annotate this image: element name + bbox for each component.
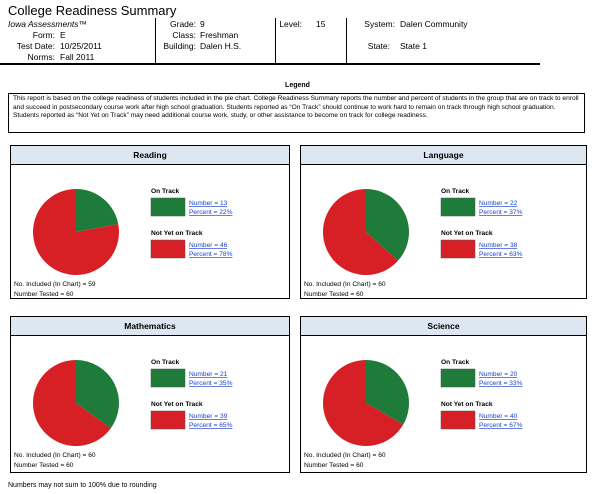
field-label: Norms: (27, 52, 55, 62)
field-label: Form: (32, 30, 55, 40)
field-value: 10/25/2011 (60, 41, 102, 51)
field-label: State: (367, 41, 390, 51)
pie-chart: On Track Number = 21 Percent = 35% Not Yet … (14, 359, 233, 469)
included-count: No. Included (In Chart) = 60 (304, 452, 386, 459)
legend-swatch (440, 197, 476, 217)
legend-swatch (440, 410, 476, 430)
included-count: No. Included (In Chart) = 59 (14, 281, 96, 288)
legend-swatch (150, 410, 186, 430)
field-value: 9 (200, 19, 205, 29)
pie-slice (32, 360, 111, 446)
legend-text: This report is based on the college read… (8, 93, 585, 133)
field-label: System: (364, 19, 395, 29)
percent-link[interactable]: Percent = 22% (189, 209, 233, 216)
percent-link[interactable]: Percent = 67% (479, 422, 523, 429)
panel-title: Mathematics (11, 317, 289, 336)
tested-count: Number Tested = 60 (304, 291, 364, 298)
field-label: Class: (172, 30, 196, 40)
legend-swatch (150, 197, 186, 217)
percent-link[interactable]: Percent = 65% (189, 422, 233, 429)
included-count: No. Included (In Chart) = 60 (304, 281, 386, 288)
pie-slice (366, 360, 409, 425)
field-label: Building: (163, 41, 196, 51)
legend-label: On Track (151, 359, 180, 366)
legend-label: On Track (441, 188, 470, 195)
number-link[interactable]: Number = 46 (189, 242, 228, 249)
number-link[interactable]: Number = 22 (479, 200, 518, 207)
pie-slice (76, 189, 119, 232)
field-value: Dalen H.S. (200, 41, 242, 51)
number-link[interactable]: Number = 21 (189, 371, 228, 378)
chart-panel: Language On Track Number = 22 Percent = 37%… (300, 145, 587, 299)
report-title: College Readiness Summary (8, 3, 177, 18)
panel-title: Reading (11, 146, 289, 165)
legend-label: Not Yet on Track (441, 401, 493, 408)
tested-count: Number Tested = 60 (14, 462, 74, 469)
legend-swatch (440, 368, 476, 388)
pie-slice (323, 189, 398, 275)
chart-panel: Science On Track Number = 20 Percent = 33% N… (300, 316, 587, 473)
separator (346, 18, 347, 64)
percent-link[interactable]: Percent = 78% (189, 251, 233, 258)
legend-title: Legend (285, 82, 310, 89)
field-label: Test Date: (16, 41, 55, 51)
legend-label: On Track (151, 188, 180, 195)
number-link[interactable]: Number = 38 (479, 242, 518, 249)
percent-link[interactable]: Percent = 33% (479, 380, 523, 387)
header-rule (0, 63, 540, 65)
field-value: Fall 2011 (60, 52, 95, 62)
number-link[interactable]: Number = 13 (189, 200, 228, 207)
pie-chart: On Track Number = 13 Percent = 22% Not Yet … (14, 188, 233, 298)
pie-chart: On Track Number = 20 Percent = 33% Not Yet … (304, 359, 523, 469)
field-label: Level: (279, 19, 302, 29)
pie-slice (76, 360, 119, 429)
percent-link[interactable]: Percent = 63% (479, 251, 523, 258)
chart-panel: Reading On Track Number = 13 Percent = 22% N… (10, 145, 290, 299)
pie-slice (323, 360, 404, 446)
number-link[interactable]: Number = 20 (479, 371, 518, 378)
tested-count: Number Tested = 60 (304, 462, 364, 469)
field-value: State 1 (400, 41, 427, 51)
chart-panel: Mathematics On Track Number = 21 Percent = … (10, 316, 290, 473)
field-value: Freshman (200, 30, 239, 40)
legend-label: Not Yet on Track (151, 230, 203, 237)
field-value: E (60, 30, 66, 40)
field-value: Dalen Community (400, 19, 468, 29)
tested-count: Number Tested = 60 (14, 291, 74, 298)
field-label: Grade: (170, 19, 196, 29)
legend-label: On Track (441, 359, 470, 366)
pie-chart: On Track Number = 22 Percent = 37% Not Yet … (304, 188, 523, 298)
pie-slice (366, 189, 409, 261)
footnote: Numbers may not sum to 100% due to round… (8, 482, 157, 489)
field-value: 15 (316, 19, 326, 29)
legend-swatch (440, 239, 476, 259)
percent-link[interactable]: Percent = 35% (189, 380, 233, 387)
legend-swatch (150, 368, 186, 388)
number-link[interactable]: Number = 40 (479, 413, 518, 420)
panel-title: Science (301, 317, 586, 336)
legend-label: Not Yet on Track (441, 230, 493, 237)
included-count: No. Included (In Chart) = 60 (14, 452, 96, 459)
percent-link[interactable]: Percent = 37% (479, 209, 523, 216)
pie-slice (33, 189, 120, 275)
assessment-name: Iowa Assessments™ (8, 19, 88, 29)
panel-title: Language (301, 146, 586, 165)
separator (275, 18, 276, 64)
number-link[interactable]: Number = 39 (189, 413, 228, 420)
legend-swatch (150, 239, 186, 259)
legend-label: Not Yet on Track (151, 401, 203, 408)
separator (155, 18, 156, 64)
